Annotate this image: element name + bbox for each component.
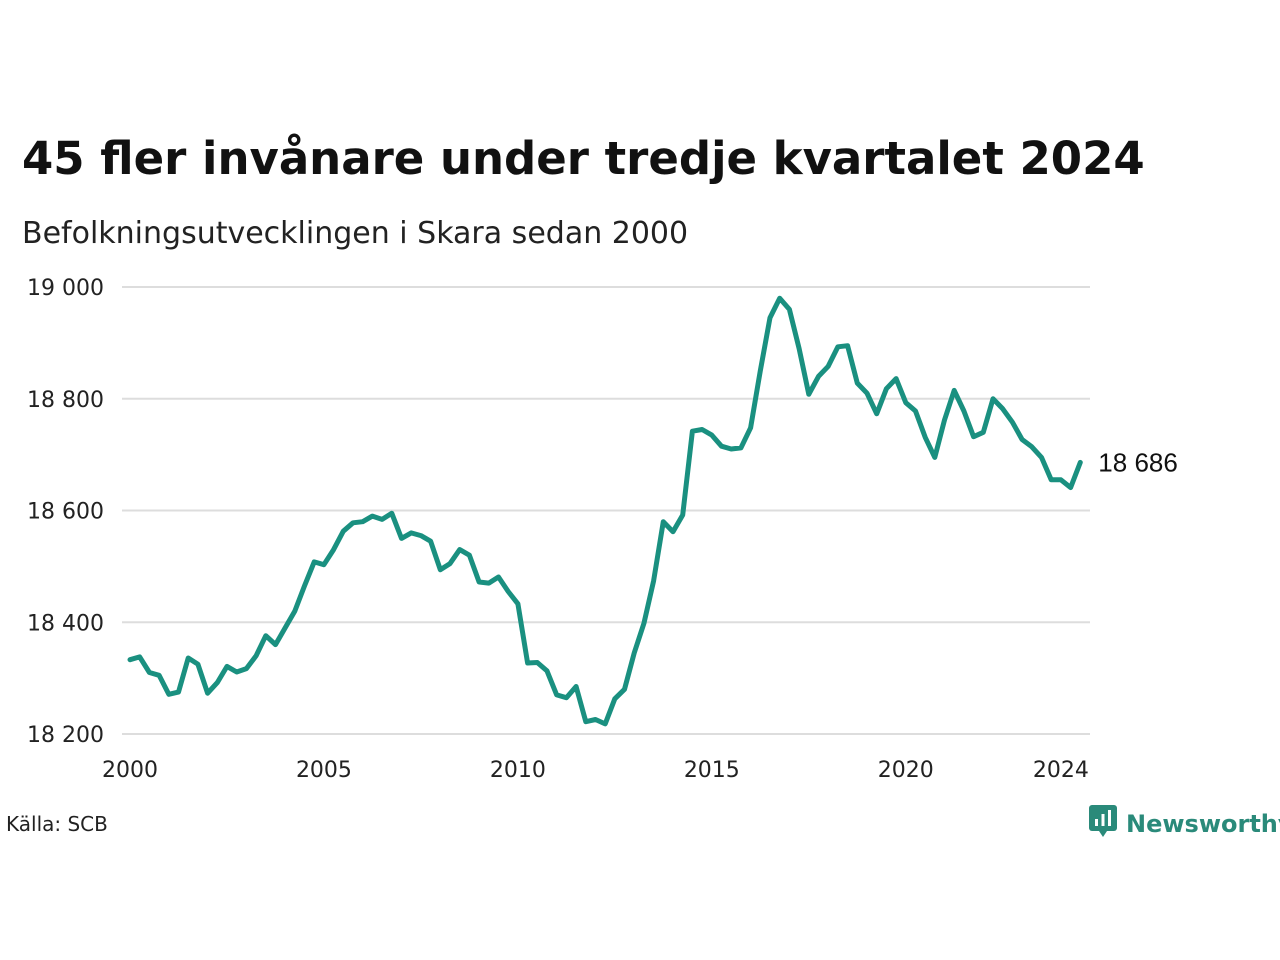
y-tick-label: 18 600 [27, 500, 104, 525]
x-tick-label: 2020 [878, 758, 934, 783]
x-tick-label: 2015 [684, 758, 740, 783]
population-series-line [127, 295, 1083, 727]
x-tick-label: 2024 [1033, 758, 1089, 783]
y-axis-ticks: 18 200 18 400 18 600 18 800 19 000 [27, 276, 104, 748]
series-layer [127, 295, 1083, 727]
y-tick-label: 18 400 [27, 611, 104, 636]
x-axis-ticks: 2000 2005 2010 2015 2020 2024 [102, 758, 1089, 783]
brand-name: Newsworthy [1126, 809, 1280, 838]
y-tick-label: 19 000 [27, 276, 104, 301]
chart-title: 45 fler invånare under tredje kvartalet … [22, 132, 1145, 185]
chart-subtitle: Befolkningsutvecklingen i Skara sedan 20… [22, 216, 689, 251]
x-tick-label: 2005 [296, 758, 352, 783]
brand-logo: Newsworthy [1088, 804, 1280, 843]
gridlines [122, 286, 1090, 735]
source-note: Källa: SCB [6, 812, 108, 836]
y-tick-label: 18 200 [27, 723, 104, 748]
y-tick-label: 18 800 [27, 388, 104, 413]
newsworthy-logo-icon [1088, 804, 1118, 843]
end-label-layer: 18 686 [1098, 447, 1178, 477]
x-tick-label: 2000 [102, 758, 158, 783]
x-tick-label: 2010 [490, 758, 546, 783]
end-value-label: 18 686 [1098, 447, 1178, 477]
